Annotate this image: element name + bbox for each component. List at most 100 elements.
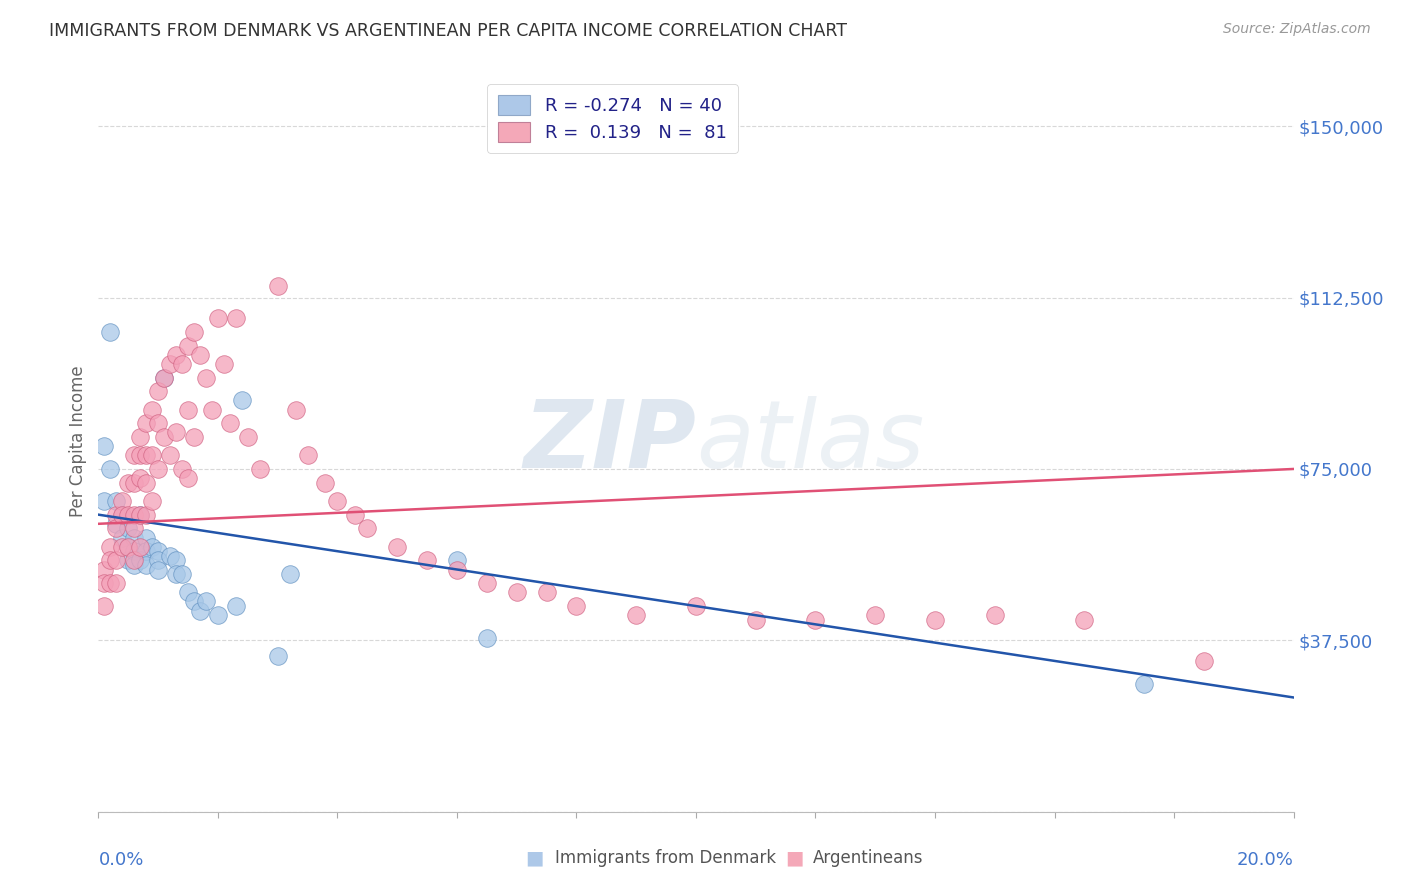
Text: Immigrants from Denmark: Immigrants from Denmark (555, 849, 776, 867)
Point (177, 338, 200, 352)
Point (326, 494, 349, 508)
Point (124, 531, 146, 545)
Point (117, 521, 139, 535)
Point (315, 475, 337, 490)
Point (124, 544, 146, 558)
Point (225, 311, 247, 326)
Point (267, 649, 290, 664)
Point (105, 576, 128, 591)
Point (536, 585, 558, 599)
Point (207, 608, 229, 623)
Text: IMMIGRANTS FROM DENMARK VS ARGENTINEAN PER CAPITA INCOME CORRELATION CHART: IMMIGRANTS FROM DENMARK VS ARGENTINEAN P… (49, 22, 848, 40)
Point (183, 430, 205, 444)
Point (165, 348, 187, 362)
Point (129, 430, 152, 444)
Point (135, 475, 157, 490)
Point (565, 599, 588, 613)
Text: 0.0%: 0.0% (98, 851, 143, 869)
Point (475, 576, 498, 591)
Point (207, 311, 229, 326)
Point (183, 325, 205, 339)
Point (278, 567, 301, 582)
Point (231, 393, 253, 408)
Point (148, 417, 170, 431)
Point (93, 439, 115, 453)
Point (446, 562, 468, 576)
Point (105, 521, 128, 535)
Text: ZIP: ZIP (523, 395, 696, 488)
Point (984, 608, 1007, 623)
Point (159, 448, 181, 462)
Point (1192, 654, 1215, 668)
Point (148, 553, 170, 567)
Point (141, 402, 163, 417)
Point (105, 516, 128, 531)
Point (117, 540, 139, 554)
Point (98, 553, 122, 567)
Point (195, 370, 218, 384)
Point (177, 585, 200, 599)
Point (135, 544, 157, 558)
Point (93, 494, 115, 508)
Point (165, 425, 187, 440)
Point (172, 567, 194, 582)
Text: Argentineans: Argentineans (813, 849, 924, 867)
Point (124, 475, 146, 490)
Point (745, 613, 768, 627)
Point (135, 448, 157, 462)
Point (105, 553, 128, 567)
Point (177, 471, 200, 485)
Point (1133, 677, 1156, 691)
Point (129, 471, 152, 485)
Point (135, 417, 157, 431)
Point (129, 553, 152, 567)
Point (153, 370, 176, 384)
Point (865, 608, 887, 623)
Point (165, 553, 187, 567)
Point (124, 558, 146, 572)
Text: atlas: atlas (696, 396, 924, 487)
Point (1073, 613, 1095, 627)
Point (183, 594, 205, 608)
Point (141, 448, 163, 462)
Point (141, 494, 163, 508)
Point (98, 540, 122, 554)
Point (135, 531, 157, 545)
Point (98, 462, 122, 476)
Point (267, 279, 290, 293)
Point (117, 508, 139, 522)
Point (356, 521, 378, 535)
Point (117, 475, 139, 490)
Point (129, 540, 152, 554)
Point (626, 608, 648, 623)
Point (219, 417, 242, 431)
Point (685, 599, 707, 613)
Point (225, 599, 247, 613)
Point (105, 494, 128, 508)
Point (111, 494, 134, 508)
Point (446, 553, 468, 567)
Point (148, 462, 170, 476)
Point (297, 448, 319, 462)
Point (172, 462, 194, 476)
Point (188, 604, 211, 618)
Point (124, 521, 146, 535)
Point (506, 585, 529, 599)
Point (129, 508, 152, 522)
Point (172, 357, 194, 371)
Point (148, 562, 170, 576)
Point (385, 540, 409, 554)
Point (111, 508, 134, 522)
Point (804, 613, 827, 627)
Text: ■: ■ (785, 848, 804, 868)
Point (195, 594, 218, 608)
Point (93, 576, 115, 591)
Point (124, 553, 146, 567)
Point (159, 357, 181, 371)
Point (135, 558, 157, 572)
Point (201, 402, 224, 417)
Point (165, 567, 187, 582)
Point (188, 348, 211, 362)
Point (159, 549, 181, 563)
Point (141, 540, 163, 554)
